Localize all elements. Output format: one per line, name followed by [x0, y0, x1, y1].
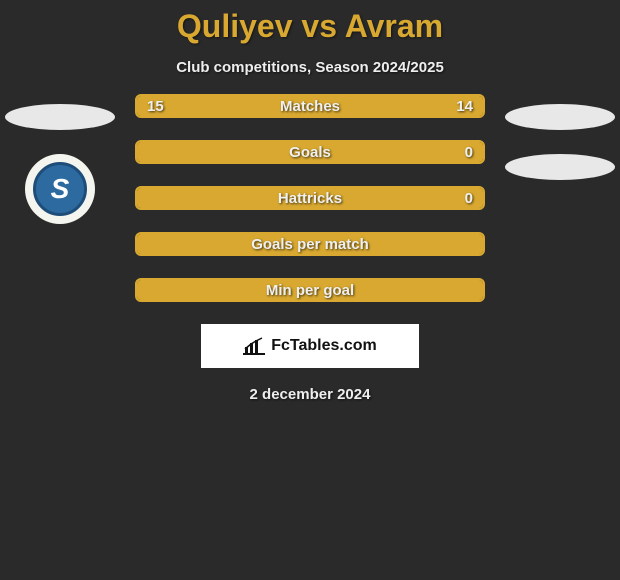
club-badge-placeholder-right [505, 154, 615, 180]
stat-label: Goals per match [251, 236, 369, 253]
stat-bar: Goals 0 [135, 140, 485, 164]
stat-value-right: 14 [456, 98, 473, 115]
stats-bars: 15 Matches 14 Goals 0 Hattricks 0 Goals per mat… [135, 94, 485, 302]
comparison-widget: Quliyev vs Avram Club competitions, Seas… [0, 0, 620, 403]
right-player-column [500, 104, 620, 204]
chart-icon [243, 337, 265, 355]
stat-bar: Goals per match [135, 232, 485, 256]
stat-label: Min per goal [266, 282, 354, 299]
subtitle: Club competitions, Season 2024/2025 [0, 59, 620, 76]
club-badge-letter: S [33, 162, 87, 216]
brand-watermark: FcTables.com [201, 324, 419, 368]
stat-label: Matches [280, 98, 340, 115]
date-label: 2 december 2024 [0, 386, 620, 403]
stat-value-right: 0 [465, 144, 473, 161]
stat-label: Hattricks [278, 190, 342, 207]
brand-text: FcTables.com [271, 337, 377, 355]
stat-bar: Hattricks 0 [135, 186, 485, 210]
club-badge-left: S [25, 154, 95, 224]
main-content: S 15 Matches 14 Goals 0 Hattricks 0 Goals per m… [0, 94, 620, 403]
left-player-column: S [0, 104, 120, 224]
stat-label: Goals [289, 144, 331, 161]
stat-bar: Min per goal [135, 278, 485, 302]
stat-value-left: 15 [147, 98, 164, 115]
player-avatar-placeholder-left [5, 104, 115, 130]
stat-value-right: 0 [465, 190, 473, 207]
player-avatar-placeholder-right [505, 104, 615, 130]
stat-bar: 15 Matches 14 [135, 94, 485, 118]
page-title: Quliyev vs Avram [0, 8, 620, 45]
